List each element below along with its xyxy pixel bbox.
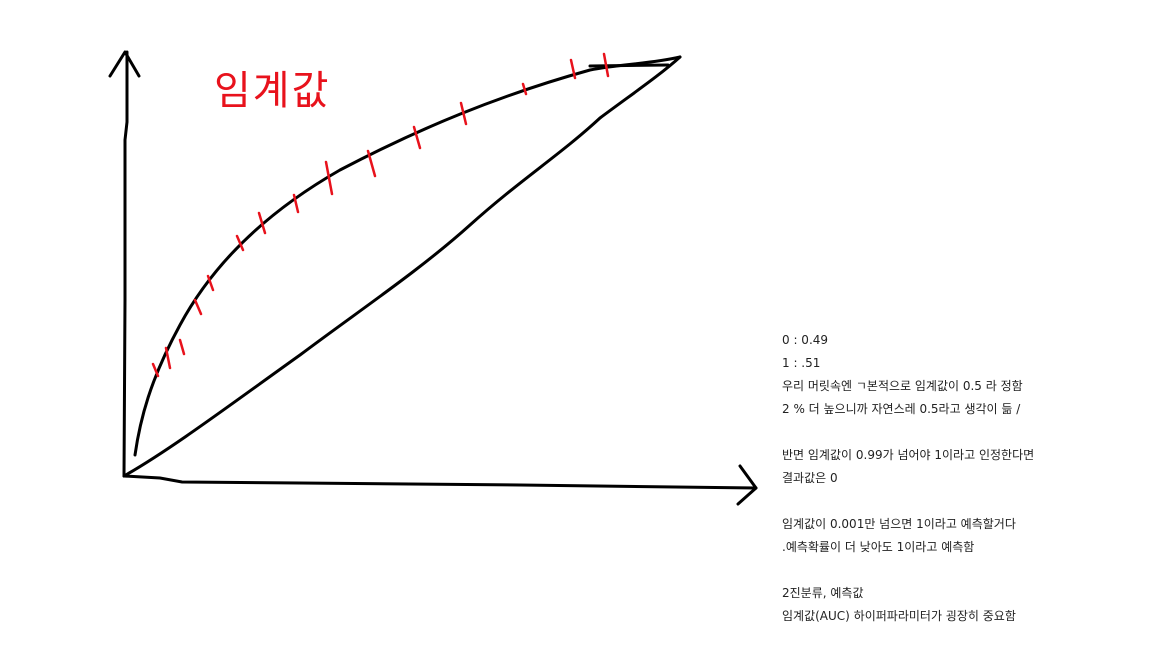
threshold-tick-marks: [151, 52, 610, 378]
note-line: 임계값이 0.001만 넘으면 1이라고 예측할거다: [782, 517, 1016, 531]
tick-mark: [178, 338, 186, 356]
note-line: [782, 421, 1142, 444]
note-line: 1 : .51: [782, 356, 821, 370]
tick-mark: [366, 149, 377, 178]
tick-mark: [412, 125, 422, 150]
notes-panel: 0 : 0.49 1 : .51 우리 머릿속엔 ㄱ본적으로 임계값이 0.5 …: [782, 329, 1142, 628]
note-line: 반면 임계값이 0.99가 넘어야 1이라고 인정한다면: [782, 448, 1035, 462]
note-line: 임계값(AUC) 하이퍼파라미터가 굉장히 중요함: [782, 609, 1016, 623]
tick-mark: [193, 298, 203, 316]
x-axis-line: [122, 474, 758, 490]
note-line: .예측확률이 더 낮아도 1이라고 예측함: [782, 540, 975, 554]
tick-mark: [602, 52, 610, 78]
handwritten-threshold-title: 임계값: [214, 68, 330, 114]
tick-mark: [257, 211, 267, 235]
upper-curve: [133, 55, 682, 457]
note-line: 우리 머릿속엔 ㄱ본적으로 임계값이 0.5 라 정함: [782, 379, 1023, 393]
tick-mark: [569, 58, 577, 80]
note-line: [782, 490, 1142, 513]
tick-mark: [235, 234, 245, 252]
tick-mark: [521, 82, 528, 96]
lower-curve: [122, 55, 682, 478]
tick-mark: [292, 193, 300, 214]
note-line: 2 % 더 높으니까 자연스레 0.5라고 생각이 듦 /: [782, 402, 1021, 416]
y-axis-line: [122, 50, 129, 478]
note-line: 2진분류, 예측값: [782, 586, 864, 600]
tick-mark: [459, 101, 468, 126]
note-line: 결과값은 0: [782, 471, 838, 485]
top-plateau-line: [588, 63, 670, 68]
tick-mark: [324, 160, 334, 196]
tick-mark: [151, 362, 160, 378]
tick-mark: [164, 346, 172, 370]
y-axis-arrowhead: [108, 50, 141, 78]
note-line: [782, 559, 1142, 582]
note-line: 0 : 0.49: [782, 333, 829, 347]
x-axis-arrowhead: [736, 464, 758, 506]
tick-mark: [206, 274, 215, 292]
